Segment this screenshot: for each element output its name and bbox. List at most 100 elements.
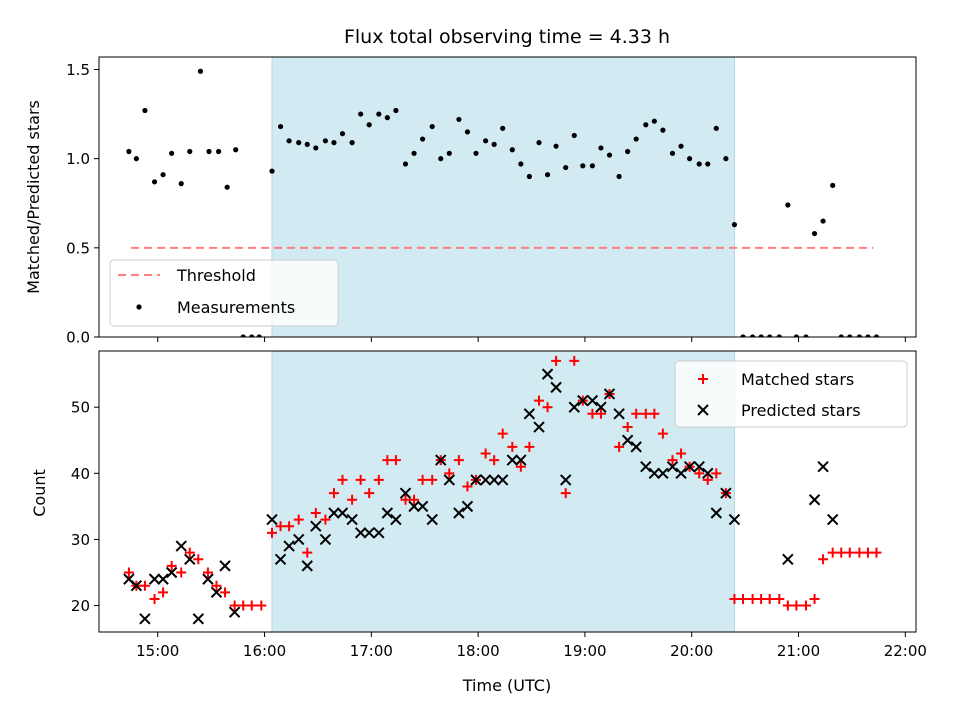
matched-stars-point: [800, 600, 811, 611]
measurements-point: [544, 172, 551, 178]
matched-stars-point: [515, 461, 526, 472]
matched-stars-point: [123, 567, 134, 578]
measurements-point: [785, 202, 791, 208]
predicted-stars-point: [630, 441, 642, 453]
measurements-point: [331, 140, 337, 146]
measurements-point: [563, 164, 569, 171]
matched-stars-point: [774, 593, 785, 604]
measurements-point: [464, 129, 471, 135]
top-y-tick-label: 0.5: [66, 239, 90, 257]
predicted-stars-point: [443, 474, 456, 486]
matched-stars-point: [791, 600, 802, 611]
matched-stars-point: [854, 547, 865, 558]
matched-stars-point: [667, 455, 678, 466]
matched-stars-point: [310, 507, 321, 518]
matched-stars-point: [631, 408, 642, 419]
predicted-stars-point: [363, 527, 375, 539]
measurements-point: [429, 123, 435, 130]
measurements-point: [206, 148, 212, 155]
predicted-stars-point: [702, 467, 714, 480]
matched-stars-point: [507, 441, 518, 452]
matched-stars-point: [220, 587, 231, 598]
measurements-point: [536, 140, 542, 146]
matched-stars-point: [694, 468, 705, 479]
predicted-stars-point: [666, 460, 679, 473]
predicted-stars-point: [613, 408, 625, 420]
matched-stars-point: [560, 488, 571, 499]
predicted-stars-point: [274, 553, 287, 565]
predicted-stars-point: [683, 460, 696, 473]
matched-stars-point: [622, 422, 633, 433]
bottom-y-tick-label: 30: [71, 531, 90, 549]
matched-stars-point: [737, 593, 748, 604]
matched-stars-point: [176, 567, 187, 578]
measurements-point: [660, 127, 666, 133]
measurements-point: [269, 168, 275, 174]
measurements-point: [580, 163, 586, 169]
matched-stars-point: [711, 468, 722, 479]
measurements-point: [411, 150, 417, 156]
matched-stars-point: [139, 580, 150, 591]
predicted-stars-point: [202, 573, 214, 585]
predicted-stars-point: [165, 566, 178, 579]
predicted-stars-point: [293, 533, 305, 546]
predicted-stars-point: [416, 500, 429, 513]
predicted-stars-point: [157, 573, 169, 585]
top-y-tick-label: 1.5: [66, 61, 90, 79]
matched-stars-point: [184, 547, 195, 558]
predicted-stars-point: [488, 474, 500, 486]
measurements-point: [686, 156, 693, 162]
matched-stars-point: [676, 448, 687, 459]
matched-stars-point: [827, 547, 838, 558]
measurements-point: [339, 131, 346, 137]
legend-measurements-swatch: [136, 304, 142, 310]
measurements-point: [456, 116, 462, 123]
matched-stars-point: [211, 580, 222, 591]
matched-stars-point: [729, 593, 740, 604]
matched-stars-point: [444, 468, 455, 479]
x-tick-label: 18:00: [457, 642, 500, 660]
measurements-point: [366, 122, 372, 128]
matched-stars-point: [302, 547, 313, 558]
predicted-stars-point: [301, 560, 313, 572]
measurements-point: [758, 334, 764, 337]
matched-stars-point: [542, 402, 553, 413]
predicted-stars-point: [782, 553, 794, 565]
matched-stars-point: [229, 600, 240, 611]
measurements-point: [160, 172, 166, 178]
measurements-point: [606, 152, 613, 158]
predicted-stars-point: [728, 513, 741, 526]
predicted-stars-point: [640, 460, 652, 473]
matched-stars-point: [427, 474, 438, 485]
bottom-y-axis-label: Count: [30, 469, 49, 517]
matched-stars-point: [238, 600, 249, 611]
predicted-stars-point: [310, 520, 322, 532]
measurements-point: [187, 148, 193, 155]
predicted-stars-point: [130, 580, 143, 592]
measurements-point: [856, 334, 862, 337]
matched-stars-point: [453, 455, 464, 466]
measurements-point: [669, 150, 676, 156]
measurements-point: [233, 147, 239, 153]
measurements-point: [224, 184, 230, 190]
matched-stars-point: [409, 494, 420, 505]
measurements-point: [500, 125, 506, 131]
measurements-point: [286, 138, 292, 144]
predicted-stars-point: [648, 467, 661, 480]
measurements-point: [803, 334, 809, 337]
matched-stars-point: [614, 441, 625, 452]
predicted-stars-point: [541, 368, 554, 380]
measurements-point: [473, 150, 479, 156]
x-tick-label: 20:00: [670, 642, 713, 660]
measurements-point: [197, 68, 204, 74]
top-y-tick-label: 1.0: [66, 150, 90, 168]
legend-threshold-label: Threshold: [176, 266, 256, 285]
matched-stars-point: [382, 455, 393, 466]
matched-stars-point: [202, 567, 213, 578]
x-tick-label: 21:00: [777, 642, 820, 660]
measurements-point: [526, 173, 532, 180]
predicted-stars-point: [148, 573, 161, 585]
top-panel: 0.0 0.5 1.0 1.5 Threshold Measurements: [66, 56, 917, 347]
matched-stars-point: [702, 474, 713, 485]
measurements-point: [126, 148, 132, 155]
